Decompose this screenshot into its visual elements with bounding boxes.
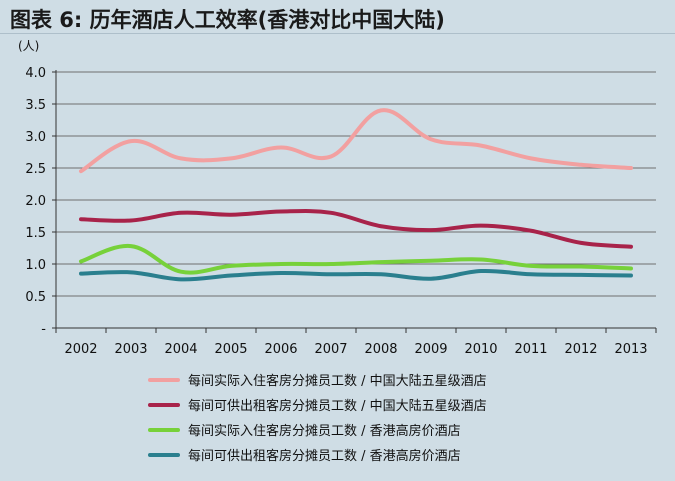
y-tick-label: 2.5: [25, 162, 46, 177]
x-tick-label: 2013: [614, 342, 647, 357]
x-tick-label: 2003: [114, 342, 147, 357]
x-tick-label: 2012: [564, 342, 597, 357]
title-bar: 图表 6: 历年酒店人工效率(香港对比中国大陆): [0, 0, 675, 34]
legend-label-2: 每间可供出租客房分摊员工数 / 中国大陆五星级酒店: [188, 398, 487, 414]
x-tick-label: 2006: [264, 342, 297, 357]
y-tick-label: 3.5: [25, 98, 46, 113]
y-tick-label: 3.0: [25, 130, 46, 145]
y-axis-unit-label: (人): [18, 39, 39, 53]
legend-label-1: 每间实际入住客房分摊员工数 / 中国大陆五星级酒店: [188, 373, 487, 389]
y-tick-label: 0.5: [25, 290, 46, 305]
series-line-3: [79, 244, 633, 275]
x-tick-label: 2002: [64, 342, 97, 357]
series-line-1: [79, 108, 633, 174]
series-line-2: [79, 209, 633, 249]
y-tick-label: 2.0: [25, 194, 46, 209]
legend-label-4: 每间可供出租客房分摊员工数 / 香港高房价酒店: [188, 448, 461, 464]
y-tick-label: -: [41, 322, 46, 337]
x-tick-label: 2007: [314, 342, 347, 357]
x-tick-label: 2008: [364, 342, 397, 357]
x-tick-label: 2011: [514, 342, 547, 357]
x-tick-label: 2010: [464, 342, 497, 357]
x-tick-label: 2009: [414, 342, 447, 357]
x-tick-label: 2005: [214, 342, 247, 357]
series-line-4: [79, 268, 633, 282]
chart-title: 图表 6: 历年酒店人工效率(香港对比中国大陆): [10, 8, 445, 32]
legend-label-3: 每间实际入住客房分摊员工数 / 香港高房价酒店: [188, 423, 461, 439]
y-tick-label: 1.0: [25, 258, 46, 273]
x-tick-label: 2004: [164, 342, 197, 357]
y-tick-label: 1.5: [25, 226, 46, 241]
y-tick-label: 4.0: [25, 66, 46, 81]
